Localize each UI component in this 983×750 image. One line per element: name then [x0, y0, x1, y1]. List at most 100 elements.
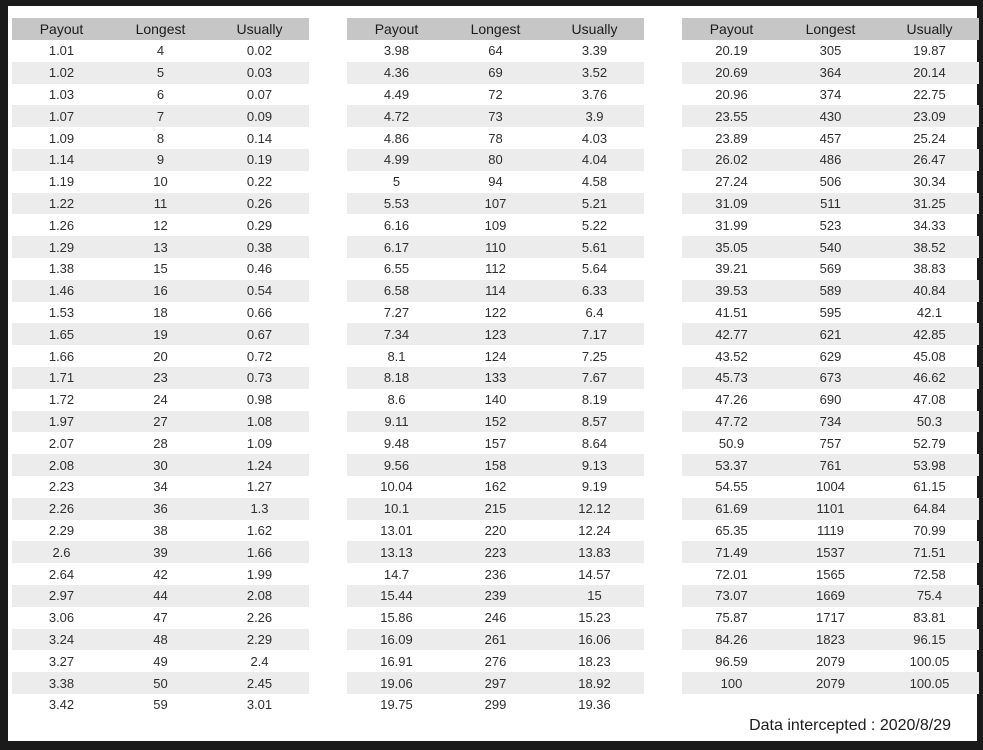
- cell: 80: [488, 152, 503, 168]
- cell: 36: [153, 501, 168, 517]
- table-row: 43.52 629 45.08: [682, 345, 979, 367]
- table-row: 9.11 152 8.57: [347, 410, 644, 433]
- table-row: 1.29 13 0.38: [12, 236, 309, 258]
- cell: 7.27: [383, 304, 410, 320]
- cell: 45.08: [913, 348, 946, 364]
- table-row: 47.72 734 50.3: [682, 410, 979, 433]
- cell: 71.49: [715, 544, 748, 560]
- table-row: 45.73 673 46.62: [682, 366, 979, 389]
- cell: 38: [153, 522, 168, 538]
- cell: 1.08: [246, 413, 273, 429]
- cell: 28: [153, 435, 168, 451]
- cell: 761: [819, 457, 842, 473]
- table-row: 1.65 19 0.67: [12, 323, 309, 346]
- cell: 2.26: [246, 610, 273, 626]
- cell: 0.26: [246, 195, 273, 211]
- cell: 0.02: [246, 43, 273, 59]
- cell: 1.29: [48, 239, 75, 255]
- table-row: 96.59 2079 100.05: [682, 650, 979, 672]
- table-row: 1.53 18 0.66: [12, 302, 309, 324]
- table-row: 2.64 42 1.99: [12, 563, 309, 585]
- cell: 2.23: [48, 479, 75, 495]
- table-row: 6.16 109 5.22: [347, 214, 644, 236]
- table-header-row: Payout Longest Usually: [347, 18, 644, 40]
- cell: 34.33: [913, 217, 946, 233]
- cell: 215: [484, 501, 507, 517]
- cell: 1.53: [48, 304, 75, 320]
- cell: 14.7: [383, 566, 410, 582]
- cell: 1669: [816, 588, 845, 604]
- cell: 6.16: [383, 217, 410, 233]
- cell: 1.09: [246, 435, 273, 451]
- cell: 65.35: [715, 522, 748, 538]
- cell: 24: [153, 392, 168, 408]
- table-row: 61.69 1101 64.84: [682, 497, 979, 520]
- cell: 12.12: [578, 501, 611, 517]
- cell: 45.73: [715, 370, 748, 386]
- cell: 9.48: [383, 435, 410, 451]
- cell: 47.72: [715, 413, 748, 429]
- cell: 96.59: [715, 653, 748, 669]
- table-row: 1.72 24 0.98: [12, 389, 309, 411]
- cell: 83.81: [913, 610, 946, 626]
- cell: 10.04: [380, 479, 413, 495]
- cell: 9: [156, 152, 165, 168]
- cell: 7.34: [383, 326, 410, 342]
- cell: 7.67: [581, 370, 608, 386]
- cell: 3.27: [48, 653, 75, 669]
- cell: 16.09: [380, 631, 413, 647]
- cell: 276: [484, 653, 507, 669]
- cell: 4.58: [581, 174, 608, 190]
- cell: 72.01: [715, 566, 748, 582]
- cell: 236: [484, 566, 507, 582]
- table-row: 14.7 236 14.57: [347, 563, 644, 585]
- cell: 34: [153, 479, 168, 495]
- cell: 5.22: [581, 217, 608, 233]
- table-row: 3.24 48 2.29: [12, 628, 309, 651]
- cell: 2079: [816, 675, 845, 691]
- cell: 0.38: [246, 239, 273, 255]
- cell: 47: [153, 610, 168, 626]
- table-row: 13.13 223 13.83: [347, 541, 644, 564]
- table-row: 1.19 10 0.22: [12, 171, 309, 193]
- cell: 8.19: [581, 392, 608, 408]
- table-row: 9.48 157 8.64: [347, 432, 644, 454]
- column-header-usually: Usually: [571, 21, 618, 37]
- table-row: 20.96 374 22.75: [682, 84, 979, 106]
- cell: 40.84: [913, 283, 946, 299]
- table-row: 42.77 621 42.85: [682, 323, 979, 346]
- table-row: 5 94 4.58: [347, 171, 644, 193]
- cell: 569: [819, 261, 842, 277]
- table-body: 20.19 305 19.87 20.69 364 20.14 20.96 374 22.75 2…: [682, 40, 979, 694]
- cell: 124: [484, 348, 507, 364]
- table-row: 1.66 20 0.72: [12, 345, 309, 367]
- cell: 61.15: [913, 479, 946, 495]
- table-row: 53.37 761 53.98: [682, 454, 979, 476]
- cell: 64: [488, 43, 503, 59]
- cell: 757: [819, 435, 842, 451]
- table-row: 1.02 5 0.03: [12, 61, 309, 84]
- table-row: 100 2079 100.05: [682, 672, 979, 694]
- cell: 540: [819, 239, 842, 255]
- cell: 1.72: [48, 392, 75, 408]
- cell: 4.49: [383, 86, 410, 102]
- cell: 430: [819, 108, 842, 124]
- cell: 11: [153, 195, 168, 211]
- table-row: 1.97 27 1.08: [12, 410, 309, 433]
- table-row: 1.22 11 0.26: [12, 192, 309, 215]
- cell: 31.25: [913, 195, 946, 211]
- cell: 71.51: [913, 544, 946, 560]
- cell: 44: [153, 588, 168, 604]
- cell: 100.05: [909, 675, 950, 691]
- cell: 72.58: [913, 566, 946, 582]
- cell: 6.33: [581, 283, 608, 299]
- cell: 23: [153, 370, 168, 386]
- cell: 2079: [816, 653, 845, 669]
- table-row: 19.75 299 19.36: [347, 694, 644, 716]
- cell: 12.24: [578, 522, 611, 538]
- cell: 9.13: [581, 457, 608, 473]
- table-row: 84.26 1823 96.15: [682, 628, 979, 651]
- table-row: 39.53 589 40.84: [682, 279, 979, 302]
- cell: 133: [484, 370, 507, 386]
- cell: 374: [819, 86, 842, 102]
